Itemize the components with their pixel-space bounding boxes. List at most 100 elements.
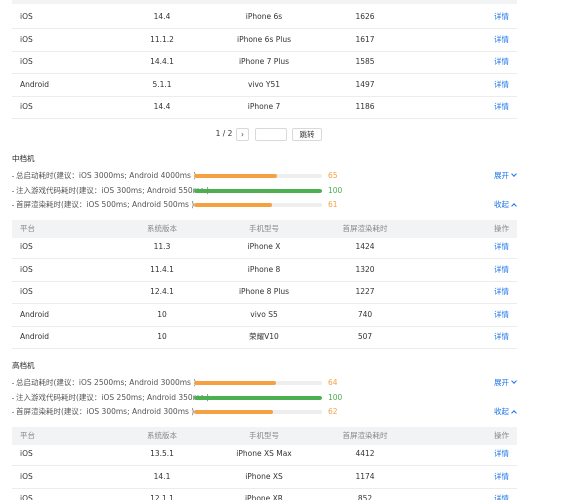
- table-cell: 12.4.1: [150, 287, 174, 296]
- metric-value: 100: [328, 392, 343, 402]
- table-cell: iOS: [20, 471, 33, 481]
- table-cell: 1617: [355, 34, 375, 44]
- row-separator: [12, 281, 517, 282]
- table-cell: iPhone X: [247, 242, 281, 251]
- bullet: [12, 205, 14, 206]
- detail-link[interactable]: 详情: [494, 287, 509, 296]
- table-cell: Android: [20, 79, 49, 89]
- progress-track: [194, 410, 322, 414]
- toggle-button[interactable]: 收起: [494, 200, 517, 210]
- table-cell: 1186: [355, 102, 375, 111]
- toggle-button[interactable]: 展开: [494, 378, 517, 388]
- metric-value: 65: [328, 171, 338, 180]
- table-cell: iOS: [20, 34, 33, 44]
- detail-link[interactable]: 详情: [494, 79, 509, 89]
- metric-value: 64: [328, 378, 338, 387]
- table-cell: iOS: [20, 449, 33, 458]
- bullet: [12, 383, 14, 384]
- table-cell: iPhone XR: [244, 494, 284, 500]
- detail-link[interactable]: 详情: [494, 471, 509, 481]
- table-header: [12, 0, 517, 4]
- table-header: [12, 427, 517, 445]
- row-separator: [12, 96, 517, 97]
- table-cell: iOS: [20, 287, 33, 296]
- row-separator: [12, 465, 517, 466]
- detail-link[interactable]: 详情: [494, 102, 509, 111]
- table-cell: 11.3: [153, 242, 171, 251]
- chevron-icon: [511, 171, 517, 177]
- column-header: 操作: [494, 224, 509, 233]
- detail-link[interactable]: 详情: [494, 264, 509, 274]
- detail-link[interactable]: 详情: [494, 12, 509, 21]
- column-header: 平台: [20, 224, 35, 233]
- table-cell: vivo Y51: [247, 79, 281, 89]
- table-cell: iOS: [20, 264, 33, 274]
- toggle-button[interactable]: 收起: [494, 407, 517, 417]
- table-cell: Android: [20, 332, 49, 341]
- metric-value: 61: [328, 200, 338, 209]
- chevron-icon: [511, 203, 517, 209]
- progress-track: [194, 381, 322, 385]
- table-cell: 1585: [355, 57, 375, 66]
- table-cell: iOS: [20, 494, 33, 500]
- table-cell: iPhone 7 Plus: [238, 57, 290, 66]
- table-cell: 1174: [355, 471, 375, 481]
- detail-link[interactable]: 详情: [494, 332, 509, 341]
- table-cell: 11.4.1: [150, 264, 174, 274]
- table-cell: iOS: [20, 57, 33, 66]
- column-header: 操作: [494, 431, 509, 440]
- table-cell: iPhone 7: [247, 102, 281, 111]
- row-separator: [12, 51, 517, 52]
- table-cell: iOS: [20, 12, 33, 21]
- detail-link[interactable]: 详情: [494, 57, 509, 66]
- row-separator: [12, 28, 517, 29]
- bullet: [12, 412, 14, 413]
- column-header: 首屏渲染耗时: [342, 224, 388, 233]
- table-cell: 1424: [355, 242, 375, 251]
- table-cell: 14.1: [153, 471, 171, 481]
- table-cell: vivo S5: [250, 309, 278, 319]
- table-cell: iPhone 6s Plus: [236, 34, 292, 44]
- jump-input[interactable]: [255, 128, 287, 141]
- column-header: 系统版本: [147, 224, 177, 233]
- table-cell: iPhone 8 Plus: [238, 287, 290, 296]
- toggle-button[interactable]: 展开: [494, 171, 517, 181]
- metric-value: 62: [328, 407, 338, 416]
- metric-label: 首屏渲染耗时(建议：iOS 500ms; Android 500ms ): [16, 200, 195, 209]
- row-separator: [12, 488, 517, 489]
- metric-label: 首屏渲染耗时(建议：iOS 300ms; Android 300ms ): [16, 407, 195, 416]
- row-separator: [12, 258, 517, 259]
- progress-fill: [194, 381, 276, 385]
- table-cell: iOS: [20, 242, 33, 251]
- detail-link[interactable]: 详情: [494, 449, 509, 458]
- progress-fill: [194, 395, 322, 400]
- table-cell: 1320: [355, 264, 375, 274]
- table-cell: 14.4: [153, 102, 171, 111]
- table-cell: 13.5.1: [150, 449, 174, 458]
- detail-link[interactable]: 详情: [494, 34, 509, 44]
- next-page-button[interactable]: ›: [236, 128, 249, 141]
- column-header: 手机型号: [249, 431, 279, 440]
- metric-label: 注入游戏代码耗时(建议：iOS 250ms; Android 350ms ): [16, 392, 210, 402]
- row-separator: [12, 326, 517, 327]
- table-cell: iPhone XS: [245, 471, 283, 481]
- detail-link[interactable]: 详情: [494, 242, 509, 251]
- chevron-icon: [511, 410, 517, 416]
- jump-button[interactable]: 跳转: [292, 128, 322, 141]
- table-cell: Android: [20, 309, 49, 319]
- progress-fill: [194, 203, 273, 207]
- table-cell: 荣耀V10: [249, 332, 279, 341]
- progress-fill: [194, 410, 274, 414]
- table-cell: 14.4.1: [150, 57, 174, 66]
- row-separator: [12, 118, 517, 119]
- detail-link[interactable]: 详情: [494, 309, 509, 319]
- column-header: 手机型号: [249, 224, 279, 233]
- progress-track: [194, 203, 322, 207]
- detail-link[interactable]: 详情: [494, 494, 509, 500]
- table-cell: 10: [157, 309, 167, 319]
- table-cell: iPhone 6s: [245, 12, 283, 21]
- table-cell: 507: [357, 332, 373, 341]
- table-cell: 5.1.1: [152, 79, 172, 89]
- table-cell: 12.1.1: [150, 494, 174, 500]
